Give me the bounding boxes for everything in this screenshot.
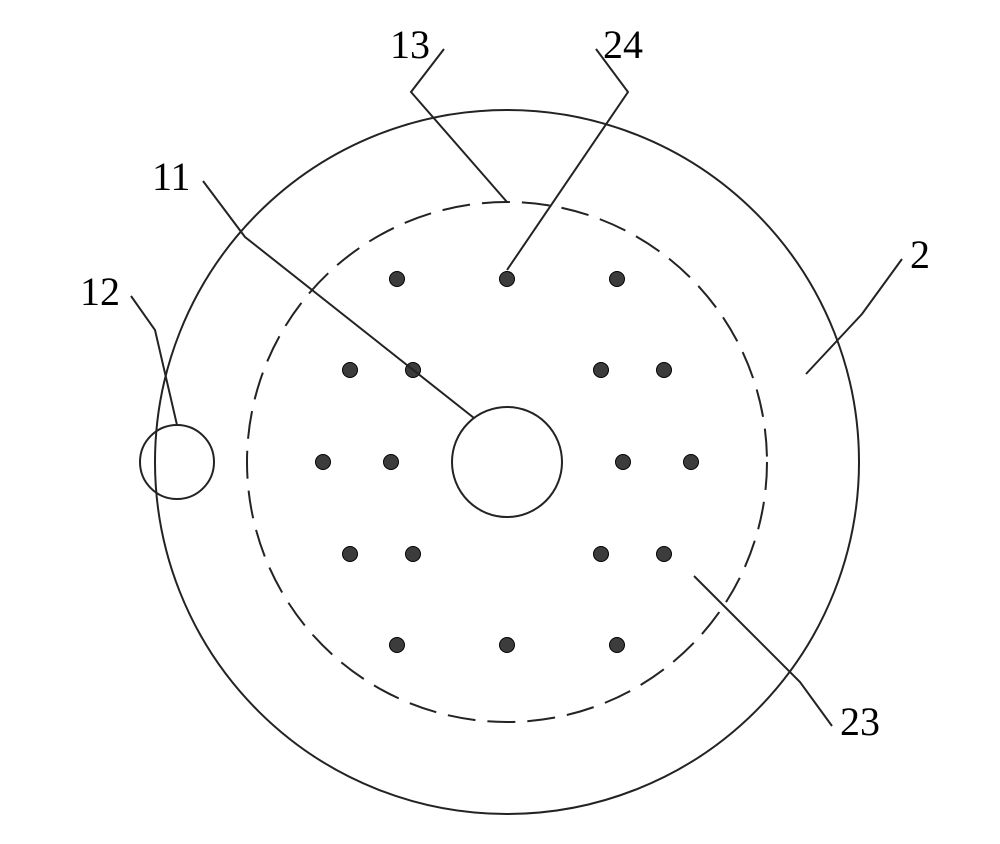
callout-label: 23 xyxy=(840,699,880,744)
pattern-dot xyxy=(343,363,358,378)
pattern-dot xyxy=(343,547,358,562)
pattern-dot xyxy=(610,638,625,653)
pattern-dot xyxy=(594,363,609,378)
pattern-dot xyxy=(316,455,331,470)
pattern-dot xyxy=(684,455,699,470)
callout-label: 24 xyxy=(603,22,643,67)
callout-label: 11 xyxy=(152,154,191,199)
pattern-dot xyxy=(390,638,405,653)
pattern-dot xyxy=(657,547,672,562)
pattern-dot xyxy=(384,455,399,470)
pattern-dot xyxy=(616,455,631,470)
pattern-dot xyxy=(610,272,625,287)
callout-label: 2 xyxy=(910,232,930,277)
callout-label: 13 xyxy=(390,22,430,67)
pattern-dot xyxy=(390,272,405,287)
callout-label: 12 xyxy=(80,269,120,314)
pattern-dot xyxy=(594,547,609,562)
pattern-dot xyxy=(500,638,515,653)
pattern-dot xyxy=(406,547,421,562)
pattern-dot xyxy=(500,272,515,287)
pattern-dot xyxy=(657,363,672,378)
